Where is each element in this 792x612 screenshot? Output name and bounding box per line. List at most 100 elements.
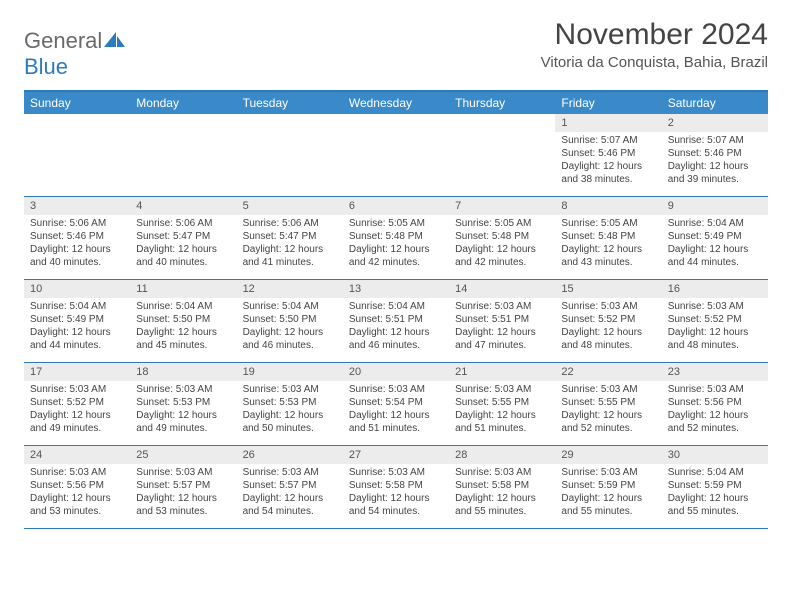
day-number: 2 — [662, 114, 768, 132]
day-cell: 4Sunrise: 5:06 AMSunset: 5:47 PMDaylight… — [130, 197, 236, 279]
week-row: 24Sunrise: 5:03 AMSunset: 5:56 PMDayligh… — [24, 446, 768, 529]
week-row: 1Sunrise: 5:07 AMSunset: 5:46 PMDaylight… — [24, 114, 768, 197]
day-cell: 2Sunrise: 5:07 AMSunset: 5:46 PMDaylight… — [662, 114, 768, 196]
day-body: Sunrise: 5:07 AMSunset: 5:46 PMDaylight:… — [555, 132, 661, 190]
day-cell: 20Sunrise: 5:03 AMSunset: 5:54 PMDayligh… — [343, 363, 449, 445]
sunrise-line: Sunrise: 5:03 AM — [349, 466, 443, 479]
daylight-line: Daylight: 12 hours and 42 minutes. — [455, 243, 549, 269]
sunrise-line: Sunrise: 5:04 AM — [243, 300, 337, 313]
day-number: 11 — [130, 280, 236, 298]
daylight-line: Daylight: 12 hours and 44 minutes. — [668, 243, 762, 269]
day-cell: 9Sunrise: 5:04 AMSunset: 5:49 PMDaylight… — [662, 197, 768, 279]
logo-text: General Blue — [24, 28, 126, 80]
day-number: 20 — [343, 363, 449, 381]
sunrise-line: Sunrise: 5:05 AM — [349, 217, 443, 230]
dow-wednesday: Wednesday — [343, 92, 449, 114]
dow-monday: Monday — [130, 92, 236, 114]
sunset-line: Sunset: 5:48 PM — [349, 230, 443, 243]
sunrise-line: Sunrise: 5:03 AM — [455, 466, 549, 479]
sunrise-line: Sunrise: 5:07 AM — [668, 134, 762, 147]
day-number: 22 — [555, 363, 661, 381]
day-body: Sunrise: 5:07 AMSunset: 5:46 PMDaylight:… — [662, 132, 768, 190]
day-body: Sunrise: 5:03 AMSunset: 5:55 PMDaylight:… — [555, 381, 661, 439]
sunrise-line: Sunrise: 5:04 AM — [30, 300, 124, 313]
logo-sail-icon — [104, 28, 126, 54]
day-number: 13 — [343, 280, 449, 298]
week-row: 10Sunrise: 5:04 AMSunset: 5:49 PMDayligh… — [24, 280, 768, 363]
sunset-line: Sunset: 5:58 PM — [455, 479, 549, 492]
sunrise-line: Sunrise: 5:03 AM — [455, 383, 549, 396]
day-cell: 23Sunrise: 5:03 AMSunset: 5:56 PMDayligh… — [662, 363, 768, 445]
logo-word2: Blue — [24, 54, 68, 79]
day-number: 23 — [662, 363, 768, 381]
day-cell: 16Sunrise: 5:03 AMSunset: 5:52 PMDayligh… — [662, 280, 768, 362]
dow-thursday: Thursday — [449, 92, 555, 114]
daylight-line: Daylight: 12 hours and 52 minutes. — [668, 409, 762, 435]
sunset-line: Sunset: 5:51 PM — [349, 313, 443, 326]
sunset-line: Sunset: 5:52 PM — [561, 313, 655, 326]
sunset-line: Sunset: 5:57 PM — [243, 479, 337, 492]
daylight-line: Daylight: 12 hours and 50 minutes. — [243, 409, 337, 435]
day-body: Sunrise: 5:03 AMSunset: 5:56 PMDaylight:… — [24, 464, 130, 522]
day-cell: 18Sunrise: 5:03 AMSunset: 5:53 PMDayligh… — [130, 363, 236, 445]
sunset-line: Sunset: 5:59 PM — [561, 479, 655, 492]
day-number: 25 — [130, 446, 236, 464]
daylight-line: Daylight: 12 hours and 53 minutes. — [136, 492, 230, 518]
day-body: Sunrise: 5:05 AMSunset: 5:48 PMDaylight:… — [555, 215, 661, 273]
sunset-line: Sunset: 5:53 PM — [243, 396, 337, 409]
day-body: Sunrise: 5:05 AMSunset: 5:48 PMDaylight:… — [343, 215, 449, 273]
daylight-line: Daylight: 12 hours and 48 minutes. — [561, 326, 655, 352]
day-number: 6 — [343, 197, 449, 215]
day-cell: 30Sunrise: 5:04 AMSunset: 5:59 PMDayligh… — [662, 446, 768, 528]
day-number: 16 — [662, 280, 768, 298]
day-body: Sunrise: 5:04 AMSunset: 5:51 PMDaylight:… — [343, 298, 449, 356]
day-number: 30 — [662, 446, 768, 464]
daylight-line: Daylight: 12 hours and 49 minutes. — [136, 409, 230, 435]
daylight-line: Daylight: 12 hours and 52 minutes. — [561, 409, 655, 435]
day-body: Sunrise: 5:03 AMSunset: 5:51 PMDaylight:… — [449, 298, 555, 356]
day-body: Sunrise: 5:03 AMSunset: 5:57 PMDaylight:… — [130, 464, 236, 522]
sunset-line: Sunset: 5:57 PM — [136, 479, 230, 492]
sunrise-line: Sunrise: 5:03 AM — [243, 383, 337, 396]
daylight-line: Daylight: 12 hours and 55 minutes. — [561, 492, 655, 518]
day-body: Sunrise: 5:06 AMSunset: 5:47 PMDaylight:… — [130, 215, 236, 273]
daylight-line: Daylight: 12 hours and 43 minutes. — [561, 243, 655, 269]
dow-saturday: Saturday — [662, 92, 768, 114]
day-body: Sunrise: 5:06 AMSunset: 5:47 PMDaylight:… — [237, 215, 343, 273]
dow-tuesday: Tuesday — [237, 92, 343, 114]
day-cell: 26Sunrise: 5:03 AMSunset: 5:57 PMDayligh… — [237, 446, 343, 528]
daylight-line: Daylight: 12 hours and 39 minutes. — [668, 160, 762, 186]
sunset-line: Sunset: 5:52 PM — [30, 396, 124, 409]
sunset-line: Sunset: 5:50 PM — [243, 313, 337, 326]
sunset-line: Sunset: 5:58 PM — [349, 479, 443, 492]
sunrise-line: Sunrise: 5:03 AM — [455, 300, 549, 313]
sunset-line: Sunset: 5:48 PM — [561, 230, 655, 243]
sunset-line: Sunset: 5:55 PM — [561, 396, 655, 409]
day-number: 17 — [24, 363, 130, 381]
day-cell: 21Sunrise: 5:03 AMSunset: 5:55 PMDayligh… — [449, 363, 555, 445]
sunrise-line: Sunrise: 5:03 AM — [561, 300, 655, 313]
sunset-line: Sunset: 5:56 PM — [668, 396, 762, 409]
daylight-line: Daylight: 12 hours and 46 minutes. — [243, 326, 337, 352]
daylight-line: Daylight: 12 hours and 40 minutes. — [136, 243, 230, 269]
daylight-line: Daylight: 12 hours and 44 minutes. — [30, 326, 124, 352]
header: General Blue November 2024 Vitoria da Co… — [24, 18, 768, 80]
logo: General Blue — [24, 18, 126, 80]
day-body: Sunrise: 5:03 AMSunset: 5:53 PMDaylight:… — [130, 381, 236, 439]
sunset-line: Sunset: 5:53 PM — [136, 396, 230, 409]
day-body: Sunrise: 5:03 AMSunset: 5:53 PMDaylight:… — [237, 381, 343, 439]
sunset-line: Sunset: 5:54 PM — [349, 396, 443, 409]
empty-cell — [130, 114, 236, 196]
daylight-line: Daylight: 12 hours and 47 minutes. — [455, 326, 549, 352]
sunset-line: Sunset: 5:55 PM — [455, 396, 549, 409]
day-cell: 14Sunrise: 5:03 AMSunset: 5:51 PMDayligh… — [449, 280, 555, 362]
title-block: November 2024 Vitoria da Conquista, Bahi… — [541, 18, 768, 71]
sunrise-line: Sunrise: 5:06 AM — [136, 217, 230, 230]
day-number: 12 — [237, 280, 343, 298]
day-number: 24 — [24, 446, 130, 464]
day-cell: 22Sunrise: 5:03 AMSunset: 5:55 PMDayligh… — [555, 363, 661, 445]
day-body: Sunrise: 5:06 AMSunset: 5:46 PMDaylight:… — [24, 215, 130, 273]
sunrise-line: Sunrise: 5:03 AM — [136, 383, 230, 396]
day-number: 7 — [449, 197, 555, 215]
sunrise-line: Sunrise: 5:03 AM — [243, 466, 337, 479]
